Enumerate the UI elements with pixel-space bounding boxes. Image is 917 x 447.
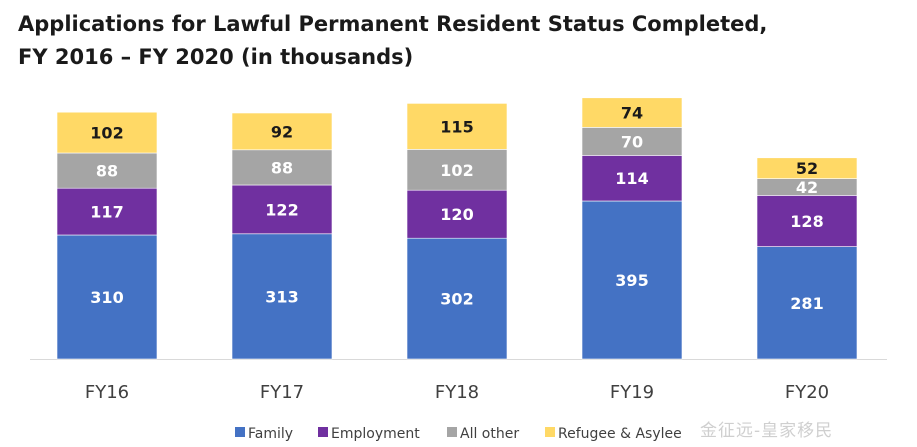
bar-family-fy16 <box>56 234 158 360</box>
data-label-employment-fy18: 120 <box>440 205 473 224</box>
bar-family-fy18 <box>406 237 508 360</box>
bar-refugee-asylee-fy20 <box>756 157 858 179</box>
data-label-all-other-fy16: 88 <box>96 162 118 181</box>
data-label-all-other-fy17: 88 <box>271 158 293 177</box>
chart-title: Applications for Lawful Permanent Reside… <box>18 8 767 74</box>
data-label-all-other-fy18: 102 <box>440 161 473 180</box>
bar-employment-fy18 <box>406 189 508 239</box>
bar-family-fy17 <box>231 233 333 360</box>
x-tick-label-fy19: FY19 <box>610 382 654 403</box>
bar-all-other-fy17 <box>231 149 333 186</box>
legend-label-family: Family <box>248 426 293 442</box>
data-label-all-other-fy19: 70 <box>621 132 643 151</box>
data-label-family-fy20: 281 <box>790 294 823 313</box>
data-label-family-fy17: 313 <box>265 287 298 306</box>
x-tick-label-fy18: FY18 <box>435 382 479 403</box>
chart-title-line-1: Applications for Lawful Permanent Reside… <box>18 12 768 36</box>
bar-refugee-asylee-fy17 <box>231 112 333 151</box>
bar-all-other-fy16 <box>56 152 158 189</box>
bar-employment-fy17 <box>231 184 333 235</box>
bar-family-fy20 <box>756 246 858 360</box>
data-label-family-fy19: 395 <box>615 271 648 290</box>
data-label-refugee-asylee-fy20: 52 <box>796 159 818 178</box>
data-label-refugee-asylee-fy19: 74 <box>621 104 643 123</box>
legend-label-all-other: All other <box>460 426 519 442</box>
data-label-refugee-asylee-fy16: 102 <box>90 124 123 143</box>
data-label-all-other-fy20: 42 <box>796 178 818 197</box>
data-label-family-fy18: 302 <box>440 290 473 309</box>
bar-refugee-asylee-fy18 <box>406 103 508 150</box>
data-label-family-fy16: 310 <box>90 288 123 307</box>
legend-label-refugee-asylee: Refugee & Asylee <box>558 426 682 442</box>
bar-employment-fy20 <box>756 195 858 247</box>
legend-swatch-family <box>235 427 245 437</box>
data-label-employment-fy20: 128 <box>790 212 823 231</box>
legend-swatch-refugee-asylee <box>545 427 555 437</box>
chart-title-line-2: FY 2016 – FY 2020 (in thousands) <box>18 45 414 69</box>
data-label-employment-fy19: 114 <box>615 169 648 188</box>
legend-swatch-all-other <box>447 427 457 437</box>
bar-refugee-asylee-fy16 <box>56 111 158 154</box>
legend-label-employment: Employment <box>331 426 420 442</box>
bar-employment-fy19 <box>581 155 683 202</box>
bar-all-other-fy19 <box>581 127 683 156</box>
legend-swatch-employment <box>318 427 328 437</box>
data-label-employment-fy17: 122 <box>265 200 298 219</box>
bar-employment-fy16 <box>56 187 158 236</box>
data-label-employment-fy16: 117 <box>90 203 123 222</box>
data-label-refugee-asylee-fy17: 92 <box>271 122 293 141</box>
watermark-text: 金征远-皇家移民 <box>700 421 834 441</box>
x-tick-label-fy16: FY16 <box>85 382 129 403</box>
bar-all-other-fy18 <box>406 149 508 191</box>
x-tick-label-fy17: FY17 <box>260 382 304 403</box>
x-tick-label-fy20: FY20 <box>785 382 829 403</box>
bar-family-fy19 <box>581 200 683 360</box>
bar-refugee-asylee-fy19 <box>581 97 683 128</box>
data-label-refugee-asylee-fy18: 115 <box>440 117 473 136</box>
